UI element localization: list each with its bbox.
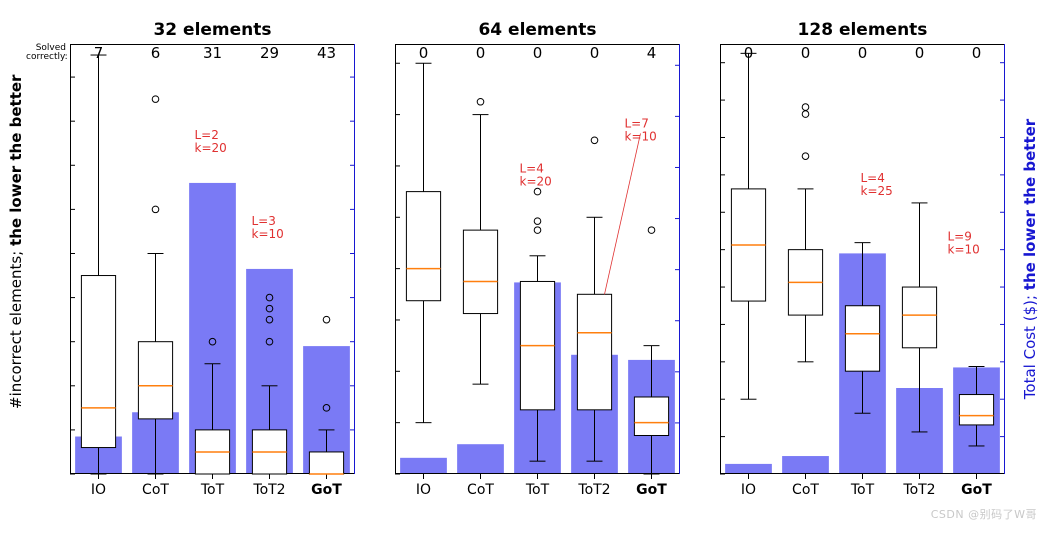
x-category-label: ToT2 xyxy=(252,482,285,498)
annotation-leader xyxy=(605,133,641,294)
panel-0: 32 elements0246810121416180.20.40.60.811… xyxy=(70,44,355,474)
right-ylabel: Total Cost ($); the lower the better xyxy=(1021,109,1039,409)
boxplot-box xyxy=(463,230,497,313)
outlier xyxy=(534,188,541,195)
param-annotation: L=2 xyxy=(195,128,219,142)
outlier xyxy=(648,227,655,234)
solved-count: 0 xyxy=(533,44,543,62)
x-category-label: ToT2 xyxy=(577,482,610,498)
x-category-label: CoT xyxy=(467,482,494,498)
outlier xyxy=(802,111,809,118)
outlier xyxy=(591,137,598,144)
solved-correctly-label: Solvedcorrectly: xyxy=(26,44,66,63)
solved-count: 43 xyxy=(317,44,336,62)
x-category-label: ToT xyxy=(200,482,225,498)
param-annotation: L=4 xyxy=(861,171,885,185)
x-category-label: IO xyxy=(91,482,106,498)
x-category-label: GoT xyxy=(636,482,667,498)
panel-title: 128 elements xyxy=(720,20,1005,40)
panel-2: 128 elements0816243240485664728088123456… xyxy=(720,44,1005,474)
x-category-label: IO xyxy=(741,482,756,498)
param-annotation: L=7 xyxy=(625,116,649,130)
boxplot-box xyxy=(138,342,172,419)
param-annotation: k=10 xyxy=(948,242,980,256)
cost-bar xyxy=(400,458,447,474)
outlier xyxy=(323,316,330,323)
param-annotation: k=25 xyxy=(861,184,893,198)
param-annotation: L=3 xyxy=(252,214,276,228)
x-category-label: CoT xyxy=(792,482,819,498)
figure-root: #incorrect elements; the lower the bette… xyxy=(0,0,1045,528)
x-category-label: ToT xyxy=(850,482,875,498)
cost-bar xyxy=(782,456,829,474)
solved-count: 0 xyxy=(801,44,811,62)
solved-count: 0 xyxy=(590,44,600,62)
left-ylabel: #incorrect elements; the lower the bette… xyxy=(7,109,25,409)
outlier xyxy=(534,227,541,234)
x-category-label: CoT xyxy=(142,482,169,498)
outlier xyxy=(152,206,159,213)
solved-count: 4 xyxy=(647,44,657,62)
boxplot-box xyxy=(309,452,343,474)
cost-bar xyxy=(457,444,504,474)
param-annotation: k=10 xyxy=(252,227,284,241)
panel-svg: 08162432404856647280881234567891011IOCoT… xyxy=(720,44,1005,534)
boxplot-box xyxy=(959,395,993,425)
cost-bar xyxy=(725,464,772,474)
outlier xyxy=(152,96,159,103)
solved-count: 0 xyxy=(419,44,429,62)
solved-count: 0 xyxy=(858,44,868,62)
solved-count: 31 xyxy=(203,44,222,62)
outlier xyxy=(802,104,809,111)
panel-svg: 0481216202428320.61.21.82.433.64.24.8IOC… xyxy=(395,44,680,534)
param-annotation: L=9 xyxy=(948,229,972,243)
boxplot-box xyxy=(902,287,936,348)
param-annotation: k=20 xyxy=(520,174,552,188)
panel-title: 32 elements xyxy=(70,20,355,40)
boxplot-box xyxy=(81,276,115,448)
param-annotation: L=4 xyxy=(520,161,544,175)
x-category-label: ToT xyxy=(525,482,550,498)
solved-count: 0 xyxy=(476,44,486,62)
outlier xyxy=(802,153,809,160)
panel-svg: 0246810121416180.20.40.60.811.21.41.61.8… xyxy=(70,44,355,534)
param-annotation: k=10 xyxy=(625,129,657,143)
outlier xyxy=(477,98,484,105)
solved-count: 0 xyxy=(972,44,982,62)
x-category-label: ToT2 xyxy=(902,482,935,498)
outlier xyxy=(534,218,541,225)
solved-count: 0 xyxy=(915,44,925,62)
param-annotation: k=20 xyxy=(195,141,227,155)
boxplot-box xyxy=(577,294,611,410)
boxplot-box xyxy=(634,397,668,436)
solved-count: 6 xyxy=(151,44,161,62)
boxplot-box xyxy=(406,192,440,301)
x-category-label: IO xyxy=(416,482,431,498)
panel-title: 64 elements xyxy=(395,20,680,40)
solved-count: 29 xyxy=(260,44,279,62)
boxplot-box xyxy=(845,306,879,371)
x-category-label: GoT xyxy=(311,482,342,498)
panel-1: 64 elements0481216202428320.61.21.82.433… xyxy=(395,44,680,474)
solved-count: 7 xyxy=(94,44,104,62)
solved-count: 0 xyxy=(744,44,754,62)
x-category-label: GoT xyxy=(961,482,992,498)
